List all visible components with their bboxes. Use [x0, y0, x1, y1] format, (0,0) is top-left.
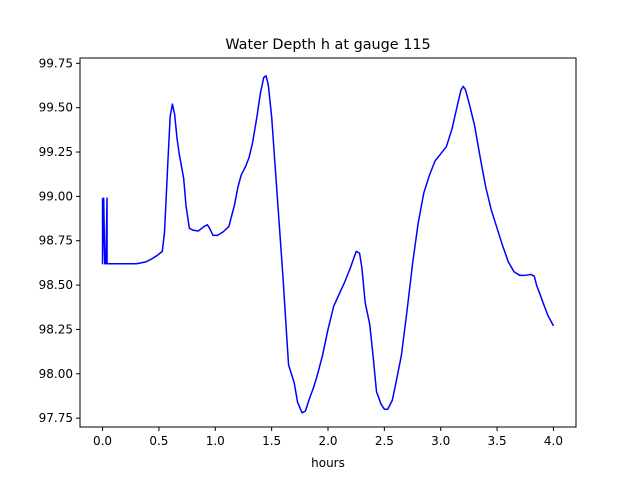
y-tick-label: 97.75 — [39, 411, 73, 425]
x-axis-label: hours — [311, 456, 345, 470]
y-tick-label: 99.00 — [39, 189, 73, 203]
x-tick-label: 0.5 — [149, 434, 168, 448]
chart-title: Water Depth h at gauge 115 — [225, 37, 430, 53]
x-tick-label: 2.5 — [375, 434, 394, 448]
x-tick-label: 0.0 — [93, 434, 112, 448]
y-tick-label: 99.50 — [39, 101, 73, 115]
y-tick-label: 99.75 — [39, 56, 73, 70]
x-tick-label: 3.5 — [488, 434, 507, 448]
x-tick-label: 3.0 — [431, 434, 450, 448]
y-tick-label: 98.25 — [39, 322, 73, 336]
y-tick-label: 98.00 — [39, 367, 73, 381]
x-tick-label: 1.0 — [206, 434, 225, 448]
x-tick-label: 1.5 — [262, 434, 281, 448]
y-tick-label: 98.75 — [39, 234, 73, 248]
y-tick-label: 99.25 — [39, 145, 73, 159]
y-axis: 97.75 98.00 98.25 98.50 98.75 99.00 99.25 99.50… — [39, 56, 80, 425]
y-tick-label: 98.50 — [39, 278, 73, 292]
x-tick-label: 4.0 — [544, 434, 563, 448]
x-tick-label: 2.0 — [318, 434, 337, 448]
x-axis: 0.0 0.5 1.0 1.5 2.0 2.5 3.0 3.5 4.0 — [93, 427, 563, 448]
series-line — [101, 74, 555, 414]
